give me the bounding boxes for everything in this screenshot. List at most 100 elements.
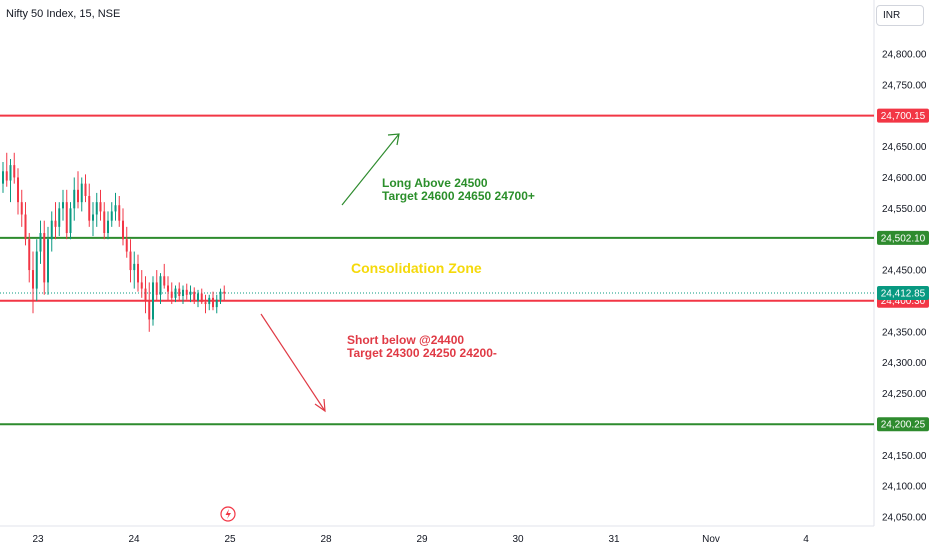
candle-body <box>208 297 211 305</box>
level-badge <box>877 230 929 245</box>
y-tick-label: 24,250.00 <box>882 389 927 400</box>
x-tick-label: 31 <box>608 534 620 545</box>
candle-body <box>73 189 76 209</box>
level-badge-label: 24,400.30 <box>881 296 926 307</box>
x-tick-label: 28 <box>320 534 332 545</box>
x-tick-label: 30 <box>512 534 524 545</box>
candle-body <box>50 220 53 240</box>
last-price-badge <box>877 286 929 301</box>
event-marker-icon <box>220 506 236 522</box>
candle-body <box>159 276 162 295</box>
level-badge-label: 24,700.15 <box>881 111 926 122</box>
candle-body <box>110 211 113 221</box>
candle-body <box>92 214 94 221</box>
candle-body <box>204 302 207 305</box>
candle-body <box>125 239 128 252</box>
candle-body <box>107 220 109 234</box>
candle-body <box>200 293 203 303</box>
candle-body <box>9 165 12 181</box>
candle-body <box>155 282 158 295</box>
candle-body <box>148 300 151 320</box>
candle-body <box>185 289 188 295</box>
x-tick-label: 23 <box>32 534 44 545</box>
y-tick-label: 24,450.00 <box>882 266 927 277</box>
candle-body <box>137 263 139 283</box>
x-tick-label: 29 <box>416 534 428 545</box>
candle-body <box>99 202 102 212</box>
candle-body <box>133 263 136 271</box>
short-annotation-line2: Target 24300 24250 24200- <box>347 346 497 360</box>
candle-body <box>212 297 214 308</box>
candle-body <box>17 177 19 203</box>
candle-body <box>24 214 27 240</box>
candle-body <box>54 220 57 227</box>
candle-body <box>13 165 16 178</box>
candle-body <box>189 291 192 295</box>
candle-body <box>197 293 199 301</box>
currency-selector[interactable]: INR <box>876 5 924 26</box>
long-annotation: Long Above 24500 Target 24600 24650 2470… <box>382 177 535 203</box>
candle-body <box>114 205 117 212</box>
level-badge-label: 24,502.10 <box>881 233 926 244</box>
y-tick-label: 24,650.00 <box>882 142 927 153</box>
last-price-label: 24,412.85 <box>881 289 926 300</box>
candle-body <box>69 208 72 234</box>
candle-body <box>174 288 177 298</box>
y-tick-label: 24,800.00 <box>882 50 927 61</box>
x-tick-label: 24 <box>128 534 140 545</box>
x-tick-label: Nov <box>702 534 720 545</box>
candle-body <box>35 251 38 289</box>
candle-body <box>182 289 184 296</box>
candle-body <box>43 233 46 283</box>
y-tick-label: 24,350.00 <box>882 327 927 338</box>
candle-body <box>39 233 42 252</box>
candle-body <box>167 285 169 292</box>
candle-body <box>2 171 4 184</box>
candle-body <box>178 288 181 296</box>
short-annotation-line1: Short below @24400 <box>347 333 465 347</box>
candle-body <box>88 195 91 221</box>
short-arrow-shaft <box>260 313 326 412</box>
candle-body <box>144 288 147 301</box>
candle-body <box>65 202 68 234</box>
y-tick-label: 24,050.00 <box>882 513 927 524</box>
candle-body <box>170 291 173 298</box>
y-tick-label: 24,750.00 <box>882 80 927 91</box>
x-tick-label: 25 <box>224 534 236 545</box>
candle-body <box>215 299 218 308</box>
y-tick-label: 24,550.00 <box>882 204 927 215</box>
candle-body <box>20 202 23 215</box>
candle-body <box>122 220 124 240</box>
chart-title: Nifty 50 Index, 15, NSE <box>6 8 121 20</box>
y-tick-label: 24,600.00 <box>882 173 927 184</box>
candle-body <box>193 291 196 301</box>
candle-body <box>32 270 34 289</box>
candle-body <box>129 251 132 271</box>
candle-body <box>58 208 61 227</box>
long-arrow <box>341 133 400 206</box>
event-marker-bolt <box>225 509 231 519</box>
short-arrow <box>260 313 326 413</box>
candle-body <box>163 276 166 286</box>
y-tick-label: 24,300.00 <box>882 358 927 369</box>
candle-body <box>28 239 31 271</box>
short-arrow-head <box>314 398 326 413</box>
level-badge <box>877 108 929 123</box>
long-arrow-head <box>387 133 400 146</box>
consolidation-zone-label: Consolidation Zone <box>351 260 482 276</box>
candle-body <box>223 291 226 294</box>
short-annotation: Short below @24400 Target 24300 24250 24… <box>347 334 497 360</box>
candle-body <box>5 171 8 181</box>
candle-body <box>80 183 83 203</box>
x-tick-label: 4 <box>803 534 809 545</box>
candle-body <box>219 291 222 300</box>
level-badge <box>877 417 929 432</box>
candle-body <box>140 282 143 289</box>
level-badge-label: 24,200.25 <box>881 420 926 431</box>
candle-body <box>103 211 106 234</box>
candle-body <box>47 239 49 283</box>
candle-body <box>95 202 98 215</box>
long-annotation-line1: Long Above 24500 <box>382 176 488 190</box>
y-tick-label: 24,150.00 <box>882 451 927 462</box>
